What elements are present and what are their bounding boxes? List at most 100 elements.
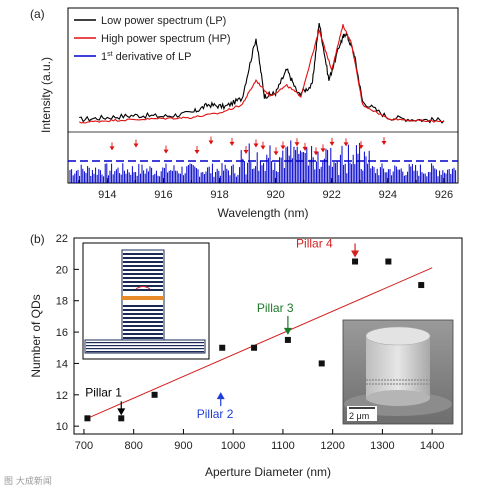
panel-a-xtick-label: 924 [379,189,397,201]
peak-arrow-head [273,151,279,156]
panel-b-label: (b) [30,232,45,246]
mirror-layer [123,253,163,255]
data-point [251,344,258,351]
panel-b-ytick-label: 20 [56,264,68,276]
mirror-layer [123,329,163,331]
legend-label-hp: High power spectrum (HP) [101,33,231,45]
mirror-layer [123,261,163,263]
data-points [84,258,425,422]
panel-b-xtick-label: 1300 [370,440,394,452]
substrate-layer [86,342,204,344]
scale-bar-box [347,406,377,421]
peak-arrow-head [313,151,319,156]
panel-b-ytick-label: 18 [56,296,68,308]
panel-a-xticks: 914 916 918 920 922 924 926 [78,178,453,201]
legend-deriv-rest: derivative of LP [113,51,192,63]
peak-arrow-head [358,145,364,150]
scale-bar-label: 2 μm [349,411,369,421]
pillar-arrow-head [117,408,126,416]
panel-a-xtick-label: 926 [435,189,453,201]
peak-arrow-head [208,140,214,145]
pillar-arrow-head [216,392,225,400]
panel-b-xtick-label: 1200 [320,440,344,452]
schematic-substrate [84,339,206,354]
hp-spectrum-line [78,24,445,124]
legend-deriv-sup: st [107,51,113,58]
mirror-layer [123,313,163,315]
sem-image-inset: 2 μm [342,319,454,425]
pillar-label: Pillar 2 [197,407,234,421]
mirror-layer [123,309,163,311]
data-point [284,336,291,343]
data-point [84,415,91,422]
spectra-traces [78,23,445,124]
panel-a-xtick-label: 914 [98,189,116,201]
peak-arrow-head [133,143,139,148]
pillar-arrow-head [283,327,292,335]
peak-arrow-head [194,150,200,155]
data-point [418,282,425,289]
panel-b-ylabel: Number of QDs [29,294,43,377]
panel-a-xtick-label: 920 [266,189,284,201]
pillar-arrow-head [351,250,360,258]
panel-a-frame [67,7,459,184]
panel-b-xtick-label: 1000 [221,440,245,452]
peak-arrow-head [243,150,249,155]
legend-deriv-num: 1 [101,51,107,63]
pillar-label: Pillar 4 [296,237,333,251]
data-point [219,344,226,351]
data-point [318,360,325,367]
peak-arrow-head [253,143,259,148]
mirror-layer [123,281,163,283]
peak-arrow-head [294,142,300,147]
mirror-layer [123,321,163,323]
peak-arrow-head [229,141,235,146]
panel-b-xtick-label: 800 [125,440,143,452]
mirror-layer [123,337,163,339]
panel-b-ytick-label: 14 [56,358,68,370]
panel-a-xtick-label: 916 [154,189,172,201]
mirror-layer [123,265,163,267]
panel-b-xtick-label: 1400 [420,440,444,452]
sem-pillar [366,336,430,398]
peak-arrow-head [109,146,115,151]
panel-b-ytick-label: 22 [56,233,68,245]
mirror-layer [123,289,163,291]
panel-b-xtick-label: 1100 [271,440,295,452]
peak-arrow-head [343,142,349,147]
substrate-layer [86,345,204,347]
substrate-layer [86,351,204,353]
pillar-label: Pillar 1 [85,385,122,399]
legend-label-deriv: 1st derivative of LP [101,51,191,63]
panel-b-frame [73,237,463,435]
panel-a-xtick-label: 918 [210,189,228,201]
data-point [385,258,392,265]
pillar-annotations: Pillar 1 Pillar 2 Pillar 3 Pillar 4 [85,237,360,421]
substrate-layer [86,348,204,350]
panel-a-plot: 914 916 918 920 922 924 926 Low power spectrum… [67,7,459,201]
panel-b-plot: 700 800 900 1000 1100 1200 1300 1400 10 12 14 16 18 2… [56,233,463,452]
peak-markers [109,136,387,156]
panel-b-ytick-label: 10 [56,421,68,433]
derivative-trace [69,140,457,183]
peak-arrow-head [381,141,387,146]
panel-a-label: (a) [30,7,45,21]
mirror-layer [123,333,163,335]
panel-b-xtick-label: 700 [75,440,93,452]
legend: Low power spectrum (LP) High power spect… [74,15,231,63]
panel-a-xlabel: Wavelength (nm) [218,206,309,220]
panel-b-xlabel: Aperture Diameter (nm) [205,465,331,479]
pillar-schematic-inset [82,242,210,360]
schematic-wave-icon [135,286,151,290]
data-point [352,258,359,265]
mirror-layer [123,305,163,307]
fit-line [87,267,433,419]
legend-label-lp: Low power spectrum (LP) [101,15,226,27]
mirror-layer [123,269,163,271]
data-point [151,391,158,398]
panel-b-ytick-label: 12 [56,390,68,402]
panel-b-ticks: 700 800 900 1000 1100 1200 1300 1400 10 12 14 16 18 2… [56,233,445,452]
peak-arrow-head [320,148,326,153]
mirror-layer [123,325,163,327]
pillar-label: Pillar 3 [257,301,294,315]
